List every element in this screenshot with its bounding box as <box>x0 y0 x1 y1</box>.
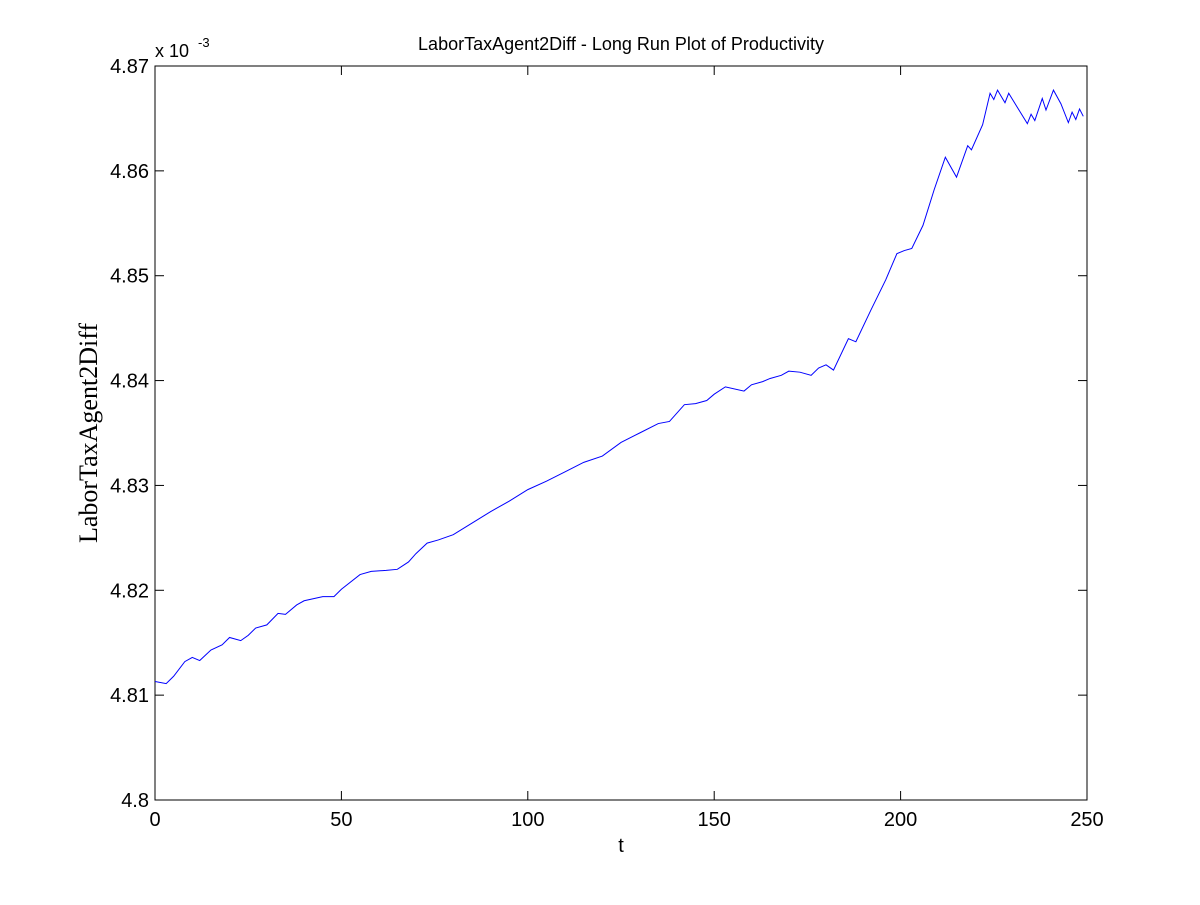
y-tick-label: 4.84 <box>110 371 149 393</box>
x-tick-label: 100 <box>511 809 544 831</box>
chart-title: LaborTaxAgent2Diff - Long Run Plot of Pr… <box>418 34 824 54</box>
x-tick-label: 50 <box>330 809 352 831</box>
y-tick-label: 4.83 <box>110 475 149 497</box>
y-tick-label: 4.8 <box>121 790 149 812</box>
y-tick-label: 4.81 <box>110 685 149 707</box>
y-axis-label: LaborTaxAgent2Diff <box>74 323 103 543</box>
y-scale-base: x 10 <box>155 41 189 61</box>
x-tick-label: 200 <box>884 809 917 831</box>
y-scale-exponent: -3 <box>198 35 210 50</box>
y-tick-label: 4.85 <box>110 266 149 288</box>
plot-area <box>154 65 1088 801</box>
x-tick-label: 0 <box>149 809 160 831</box>
x-axis-label: t <box>618 835 624 857</box>
x-tick-label: 150 <box>698 809 731 831</box>
y-tick-label: 4.87 <box>110 56 149 78</box>
y-tick-label: 4.82 <box>110 580 149 602</box>
y-tick-label: 4.86 <box>110 161 149 183</box>
data-line <box>154 88 1084 685</box>
x-tick-label: 250 <box>1070 809 1103 831</box>
